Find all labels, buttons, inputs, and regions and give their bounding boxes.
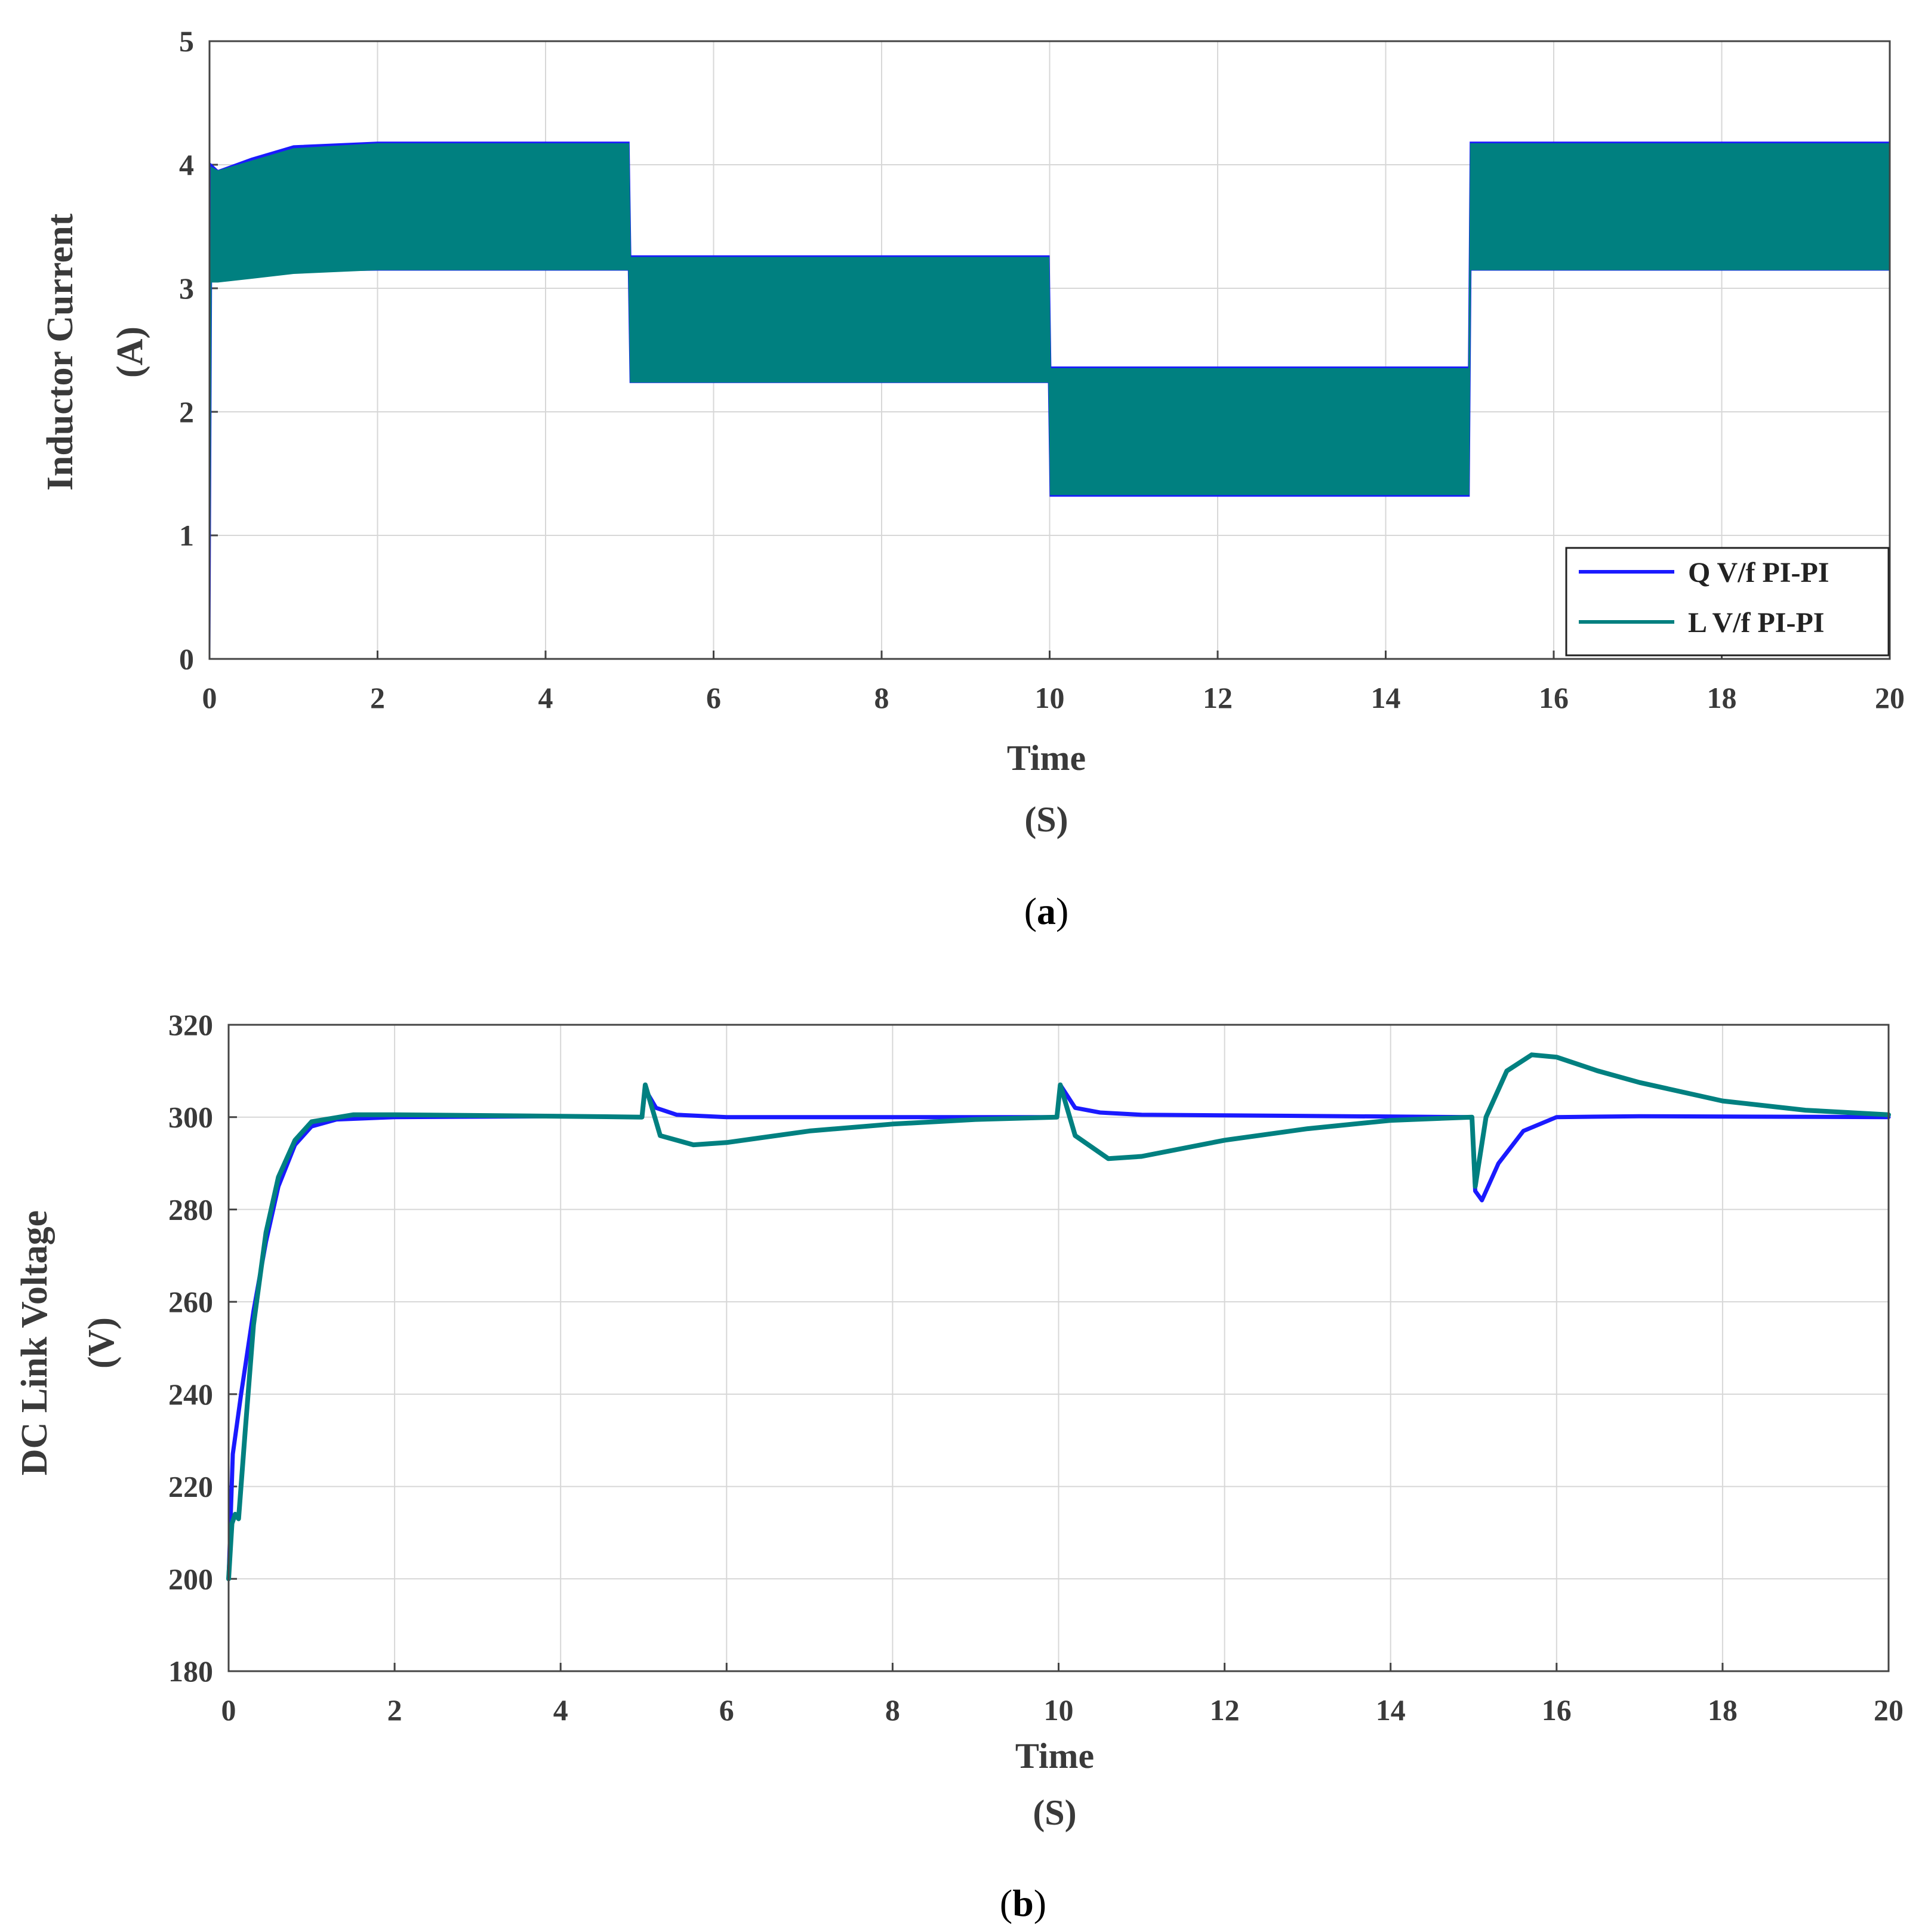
- chart-b-x-tick-label: 10: [1044, 1693, 1074, 1727]
- chart-a-legend: Q V/f PI-PI L V/f PI-PI: [1565, 547, 1890, 657]
- chart-b-x-tick-label: 2: [387, 1693, 402, 1727]
- chart-a-x-axis-unit: (S): [1024, 800, 1068, 839]
- chart-b-plot-area: [226, 1052, 1891, 1582]
- chart-b-x-tick-label: 6: [719, 1693, 734, 1727]
- chart-a-caption-letter: a: [1037, 890, 1056, 932]
- chart-b-y-axis-unit: (V): [81, 1317, 122, 1369]
- chart-b-x-tick-label: 0: [221, 1693, 236, 1727]
- chart-b-y-tick-label: 200: [168, 1562, 213, 1595]
- chart-b-y-tick-label: 280: [168, 1193, 213, 1226]
- chart-a-x-axis-title: Time: [1007, 738, 1086, 778]
- chart-a-caption-close: ): [1056, 890, 1068, 932]
- chart-b-dc-link-voltage: 0 2 4 6 8 10 12 14 16 18 20 180 200 220 240 260 280 300 3…: [14, 1008, 1903, 1924]
- chart-a-x-tick-label: 6: [706, 681, 721, 714]
- chart-b-axes-frame: [227, 1024, 1890, 1672]
- chart-a-y-tick-label: 4: [179, 148, 194, 181]
- chart-a-y-tick-label: 0: [179, 642, 194, 676]
- chart-a-x-tick-label: 12: [1203, 681, 1233, 714]
- chart-a-x-tick-label: 20: [1875, 681, 1905, 714]
- chart-a-legend-box: [1565, 547, 1890, 657]
- chart-b-x-tick-labels: 0 2 4 6 8 10 12 14 16 18 20: [221, 1693, 1904, 1727]
- chart-b-y-tick-label: 260: [168, 1285, 213, 1318]
- chart-a-y-tick-label: 5: [179, 24, 194, 58]
- chart-b-y-tick-labels: 180 200 220 240 260 280 300 320: [168, 1008, 213, 1688]
- chart-a-x-tick-label: 2: [370, 681, 385, 714]
- chart-b-x-axis-unit: (S): [1033, 1793, 1076, 1832]
- chart-b-caption-letter: b: [1012, 1882, 1034, 1924]
- chart-a-y-tick-labels: 0 1 2 3 4 5: [179, 24, 194, 676]
- chart-a-x-tick-label: 18: [1707, 681, 1737, 714]
- chart-b-caption: (b): [1000, 1882, 1046, 1924]
- chart-a-legend-label-l: L V/f PI-PI: [1688, 607, 1824, 639]
- chart-a-caption-open: (: [1024, 890, 1037, 932]
- chart-a-x-tick-label: 16: [1539, 681, 1569, 714]
- chart-a-x-tick-labels: 0 2 4 6 8 10 12 14 16 18 20: [202, 681, 1905, 714]
- chart-a-y-axis-title: Inductor Current: [40, 213, 81, 491]
- chart-a-y-tick-label: 3: [179, 272, 194, 305]
- chart-b-series-line-l-v-f-pi-pi: [226, 1052, 1891, 1582]
- chart-b-x-tick-label: 14: [1376, 1693, 1406, 1727]
- chart-a-y-tick-label: 2: [179, 395, 194, 429]
- chart-a-x-tick-label: 14: [1371, 681, 1401, 714]
- chart-b-caption-close: ): [1034, 1882, 1046, 1924]
- chart-b-y-tick-label: 180: [168, 1654, 213, 1688]
- chart-a-legend-label-q: Q V/f PI-PI: [1688, 557, 1829, 588]
- chart-b-y-tick-label: 300: [168, 1101, 213, 1134]
- chart-b-y-tick-label: 320: [168, 1008, 213, 1042]
- chart-a-x-tick-label: 0: [202, 681, 217, 714]
- chart-b-y-tick-label: 220: [168, 1470, 213, 1503]
- chart-a-caption: (a): [1024, 890, 1069, 932]
- chart-b-y-tick-label: 240: [168, 1378, 213, 1411]
- chart-a-x-tick-label: 10: [1035, 681, 1065, 714]
- chart-a-y-tick-label: 1: [179, 519, 194, 552]
- chart-b-x-axis-title: Time: [1015, 1736, 1094, 1776]
- chart-a-plot-area: [208, 141, 1891, 660]
- chart-a-y-axis-unit: (A): [110, 326, 150, 378]
- chart-b-x-tick-label: 16: [1542, 1693, 1572, 1727]
- chart-b-x-tick-label: 4: [553, 1693, 568, 1727]
- chart-b-x-tick-label: 8: [885, 1693, 900, 1727]
- chart-b-x-tick-label: 12: [1210, 1693, 1240, 1727]
- chart-b-x-tick-label: 20: [1874, 1693, 1903, 1727]
- chart-b-y-axis-title: DC Link Voltage: [14, 1210, 55, 1475]
- chart-a-axes-frame: [208, 40, 1891, 660]
- chart-a-x-tick-label: 4: [538, 681, 553, 714]
- chart-b-caption-open: (: [1000, 1882, 1012, 1924]
- chart-a-x-tick-label: 8: [874, 681, 889, 714]
- chart-b-x-tick-label: 18: [1708, 1693, 1738, 1727]
